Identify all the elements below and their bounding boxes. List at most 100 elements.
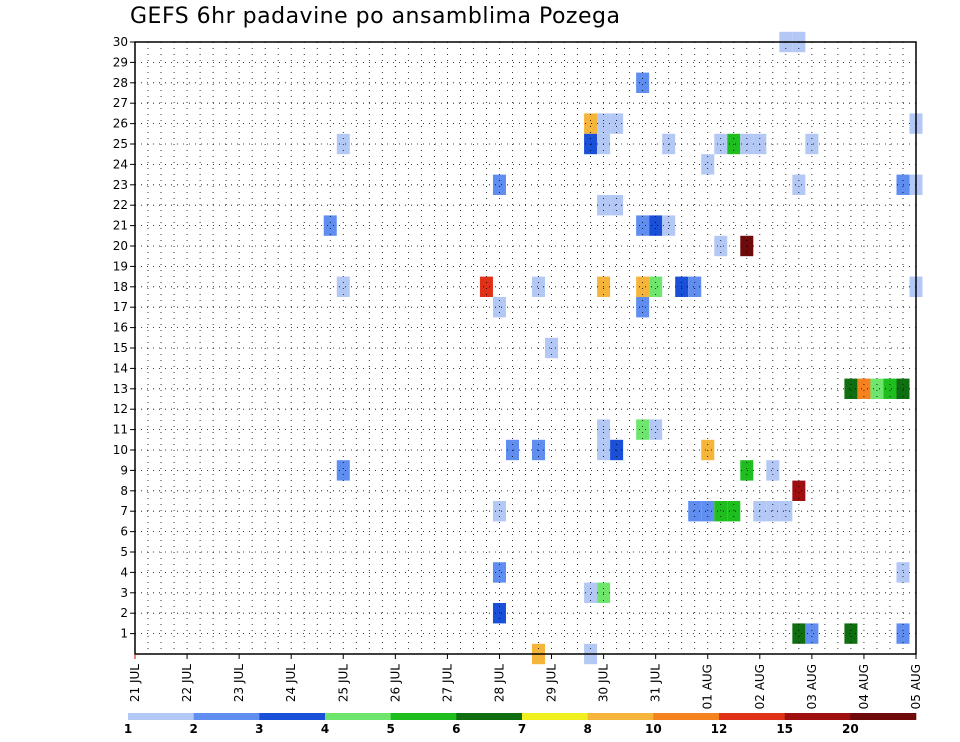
colorbar-swatch bbox=[850, 713, 917, 720]
data-cell bbox=[857, 378, 871, 399]
data-cell bbox=[492, 603, 506, 624]
y-tick-label: 6 bbox=[120, 525, 128, 539]
y-tick-label: 17 bbox=[113, 300, 128, 314]
data-cell bbox=[662, 215, 676, 236]
data-cell bbox=[896, 562, 910, 583]
colorbar-label: 2 bbox=[189, 722, 197, 736]
data-cell bbox=[479, 276, 493, 297]
y-tick-label: 9 bbox=[120, 463, 128, 477]
x-tick-label: 25 JUL bbox=[336, 664, 350, 702]
x-tick-label: 29 JUL bbox=[545, 664, 559, 702]
colorbar-label: 6 bbox=[452, 722, 460, 736]
data-cell bbox=[688, 276, 702, 297]
x-tick-label: 28 JUL bbox=[492, 664, 506, 702]
data-cell bbox=[584, 582, 598, 603]
colorbar-label: 15 bbox=[776, 722, 793, 736]
data-cell bbox=[896, 623, 910, 644]
data-cell bbox=[805, 623, 819, 644]
colorbar-label: 12 bbox=[711, 722, 728, 736]
colorbar: 1 2 3 4 5 6 7 8 10 12 15 20 bbox=[124, 713, 917, 736]
colorbar-swatch bbox=[719, 713, 785, 720]
data-cell bbox=[740, 460, 754, 481]
x-tick-label: 04 AUG bbox=[857, 664, 871, 709]
colorbar-swatch bbox=[784, 713, 851, 720]
y-tick-label: 25 bbox=[113, 137, 128, 151]
x-tick-label: 21 JUL bbox=[128, 664, 142, 702]
data-cell bbox=[727, 501, 741, 522]
y-tick-label: 28 bbox=[113, 76, 128, 90]
data-cell bbox=[636, 215, 650, 236]
y-tick-label: 14 bbox=[113, 361, 128, 375]
data-cell bbox=[701, 154, 715, 175]
colorbar-label: 10 bbox=[645, 722, 662, 736]
colorbar-swatch bbox=[193, 713, 260, 720]
colorbar-label: 5 bbox=[386, 722, 394, 736]
y-tick-label: 29 bbox=[113, 55, 128, 69]
data-cell bbox=[792, 480, 806, 501]
colorbar-label: 20 bbox=[842, 722, 859, 736]
data-cell bbox=[636, 419, 650, 440]
y-tick-label: 12 bbox=[113, 402, 128, 416]
data-cell bbox=[492, 501, 506, 522]
colorbar-label: 7 bbox=[518, 722, 526, 736]
y-tick-label: 16 bbox=[113, 321, 128, 335]
data-cell bbox=[766, 460, 780, 481]
data-cell bbox=[714, 501, 728, 522]
data-cell bbox=[883, 378, 897, 399]
x-tick-label: 27 JUL bbox=[440, 664, 454, 702]
data-cells bbox=[323, 31, 923, 665]
colorbar-swatch bbox=[390, 713, 457, 720]
y-tick-label: 13 bbox=[113, 382, 128, 396]
data-cell bbox=[492, 174, 506, 195]
x-tick-label: 01 AUG bbox=[701, 664, 715, 709]
y-tick-label: 26 bbox=[113, 117, 128, 131]
y-tick-label: 27 bbox=[113, 96, 128, 110]
colorbar-label: 3 bbox=[255, 722, 263, 736]
y-tick-label: 1 bbox=[120, 627, 128, 641]
data-cell bbox=[610, 195, 624, 216]
data-cell bbox=[323, 215, 337, 236]
y-tick-label: 10 bbox=[113, 443, 128, 457]
data-cell bbox=[649, 419, 663, 440]
y-tick-label: 18 bbox=[113, 280, 128, 294]
colorbar-swatch bbox=[456, 713, 523, 720]
x-tick-label: 03 AUG bbox=[805, 664, 819, 709]
data-cell bbox=[844, 378, 858, 399]
colorbar-label: 4 bbox=[321, 722, 329, 736]
data-cell bbox=[792, 623, 806, 644]
y-tick-label: 22 bbox=[113, 198, 128, 212]
data-cell bbox=[896, 378, 910, 399]
x-tick-label: 30 JUL bbox=[597, 664, 611, 702]
data-cell bbox=[792, 174, 806, 195]
x-tick-label: 24 JUL bbox=[284, 664, 298, 702]
y-tick-label: 19 bbox=[113, 259, 128, 273]
data-cell bbox=[584, 113, 598, 134]
y-tick-label: 24 bbox=[113, 157, 128, 171]
data-cell bbox=[649, 276, 663, 297]
x-tick-label: 31 JUL bbox=[649, 664, 663, 702]
data-cell bbox=[492, 562, 506, 583]
y-tick-label: 8 bbox=[120, 484, 128, 498]
y-tick-label: 11 bbox=[113, 423, 128, 437]
x-tick-label: 26 JUL bbox=[388, 664, 402, 702]
data-cell bbox=[610, 113, 624, 134]
y-tick-label: 3 bbox=[120, 586, 128, 600]
y-tick-label: 30 bbox=[113, 35, 128, 49]
x-tick-label: 23 JUL bbox=[232, 664, 246, 702]
y-tick-label: 4 bbox=[120, 565, 128, 579]
y-tick-label: 21 bbox=[113, 219, 128, 233]
data-cell bbox=[492, 297, 506, 318]
y-tick-label: 2 bbox=[120, 606, 128, 620]
x-tick-label: 22 JUL bbox=[180, 664, 194, 702]
grid-lines bbox=[135, 42, 916, 654]
x-tick-label: 05 AUG bbox=[909, 664, 923, 709]
colorbar-label: 8 bbox=[583, 722, 591, 736]
data-cell bbox=[844, 623, 858, 644]
data-cell bbox=[336, 276, 350, 297]
data-cell bbox=[896, 174, 910, 195]
colorbar-swatch bbox=[522, 713, 588, 720]
data-cell bbox=[779, 501, 793, 522]
colorbar-swatch bbox=[128, 713, 194, 720]
y-tick-label: 5 bbox=[120, 545, 128, 559]
